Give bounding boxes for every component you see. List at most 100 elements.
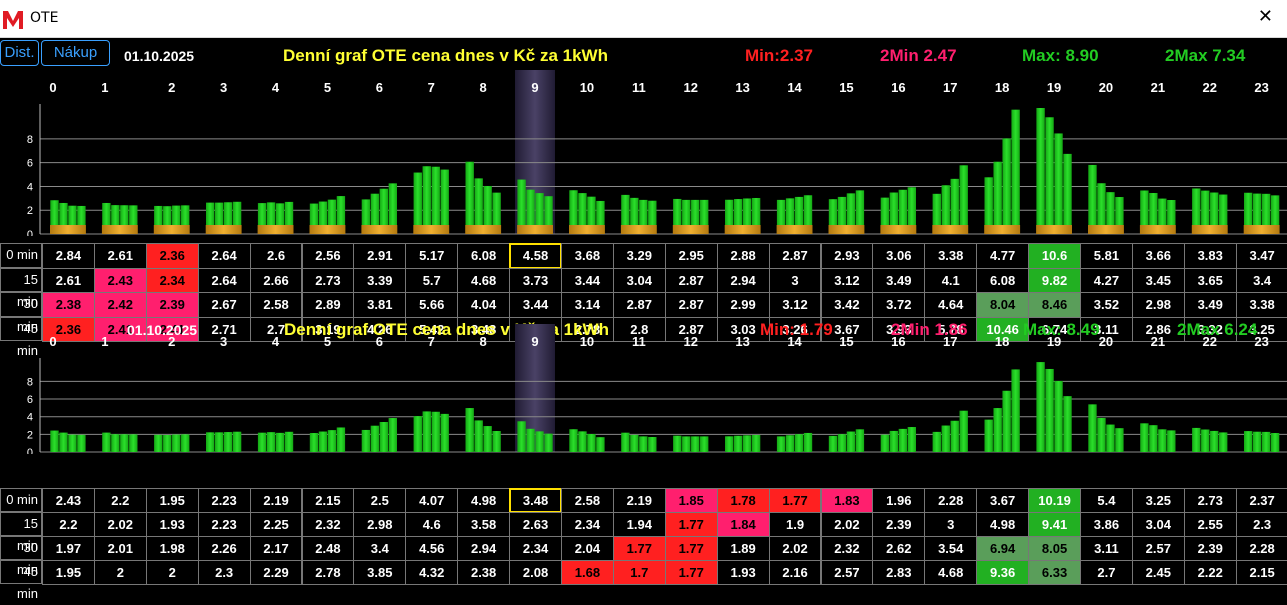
- price-bar: [630, 434, 639, 452]
- price-bar: [257, 203, 267, 225]
- price-bar: [1106, 424, 1115, 452]
- price-cell: 4.27: [1080, 267, 1133, 293]
- price-bar: [111, 434, 120, 452]
- price-bar: [907, 427, 916, 452]
- price-bar: [336, 427, 346, 452]
- price-cell: 1.95: [145, 488, 199, 513]
- price-bar: [1149, 425, 1158, 452]
- max2-stat: 2Max 7.34: [1165, 46, 1246, 65]
- price-bar: [223, 202, 233, 225]
- price-cell: 3.48: [509, 488, 562, 513]
- price-bar: [1201, 429, 1210, 452]
- price-cell: 1.77: [768, 488, 822, 513]
- row-label: 15 min: [0, 267, 42, 309]
- price-cell: 2.39: [1183, 536, 1237, 561]
- price-bar: [309, 433, 319, 452]
- price-bar: [284, 431, 294, 452]
- price-cell: 1.68: [561, 560, 614, 585]
- price-bar: [1115, 428, 1124, 452]
- price-bar: [803, 195, 813, 225]
- price-cell: 3.06: [872, 243, 926, 269]
- price-cell: 2.28: [924, 488, 978, 513]
- price-cell: 2.56: [301, 243, 355, 269]
- price-cell: 3.38: [924, 243, 978, 269]
- price-cell: 2.7: [1080, 560, 1133, 585]
- price-bar: [984, 419, 993, 452]
- hour-label: 16: [891, 334, 906, 349]
- price-bar: [120, 434, 129, 452]
- price-cell: 3.44: [509, 292, 562, 318]
- y-tick-label: 0: [27, 229, 33, 236]
- bar-base: [724, 225, 761, 234]
- price-bar: [733, 435, 743, 452]
- price-cell: 2.55: [1183, 512, 1237, 537]
- dist-button[interactable]: Dist.: [0, 40, 39, 66]
- price-cell: 3.49: [1183, 292, 1237, 318]
- price-bar: [1106, 192, 1115, 225]
- price-cell: 2.67: [197, 292, 251, 318]
- price-bar: [544, 433, 553, 452]
- price-cell: 2.73: [301, 267, 355, 293]
- price-cell: 2.34: [509, 536, 562, 561]
- price-bar: [673, 198, 682, 225]
- price-cell: 2.63: [509, 512, 562, 537]
- nakup-button[interactable]: Nákup: [41, 40, 110, 66]
- bar-base: [50, 225, 86, 234]
- price-cell: 2.15: [301, 488, 355, 513]
- price-cell: 2.57: [820, 560, 874, 585]
- price-cell: 2.15: [1235, 560, 1287, 585]
- price-bar: [422, 166, 431, 225]
- window-title: OTE: [30, 10, 59, 26]
- price-bar: [794, 196, 804, 225]
- close-icon[interactable]: ✕: [1257, 6, 1273, 27]
- price-bar: [465, 408, 474, 452]
- price-cell: 2.62: [872, 536, 926, 561]
- price-bar: [794, 434, 804, 452]
- price-cell: 2.32: [820, 536, 874, 561]
- price-cell: 1.77: [664, 560, 718, 585]
- price-bar: [275, 203, 285, 225]
- price-bar: [785, 198, 795, 225]
- row-label: 15 min: [0, 512, 42, 553]
- price-cell: 6.08: [457, 243, 511, 269]
- hour-label: 8: [479, 80, 487, 95]
- price-cell: 2.95: [664, 243, 718, 269]
- price-cell: 3.25: [1235, 316, 1287, 342]
- price-bar: [898, 189, 908, 225]
- price-bar: [111, 205, 120, 225]
- price-bar: [327, 199, 337, 225]
- hour-label: 7: [427, 80, 435, 95]
- price-cell: 2.3: [1235, 512, 1287, 537]
- price-cell: 2.89: [301, 292, 355, 318]
- bar-base: [932, 225, 969, 234]
- price-cell: 1.97: [42, 536, 95, 561]
- price-bar: [206, 202, 215, 225]
- price-bar: [682, 436, 691, 452]
- price-bar: [1192, 188, 1201, 225]
- price-bar: [526, 428, 535, 452]
- price-cell: 3.14: [561, 292, 614, 318]
- price-cell: 3: [768, 267, 822, 293]
- price-bar: [855, 429, 865, 452]
- price-cell: 2.41: [145, 316, 199, 342]
- hour-label: 1: [101, 80, 109, 95]
- price-bar: [431, 411, 440, 452]
- bar-base: [620, 225, 657, 234]
- price-bar: [517, 421, 526, 452]
- price-cell: 2.57: [1131, 536, 1185, 561]
- price-bar: [59, 432, 68, 452]
- price-panel-1: 01.10.2025 Denní graf OTE cena dnes v Kč …: [0, 38, 1287, 358]
- price-cell: 2: [93, 560, 147, 585]
- price-cell: 1.94: [612, 512, 666, 537]
- panel-date: 01.10.2025: [127, 322, 198, 338]
- price-bar: [284, 201, 294, 225]
- price-cell: 2.32: [301, 512, 355, 537]
- price-bar: [1054, 133, 1063, 225]
- price-bar: [129, 205, 138, 225]
- price-bar: [1115, 197, 1124, 225]
- hour-label: 9: [531, 80, 539, 95]
- price-cell: 3.42: [820, 292, 874, 318]
- price-bar: [336, 196, 346, 225]
- price-cell: 2.78: [301, 560, 355, 585]
- price-bar: [50, 430, 59, 452]
